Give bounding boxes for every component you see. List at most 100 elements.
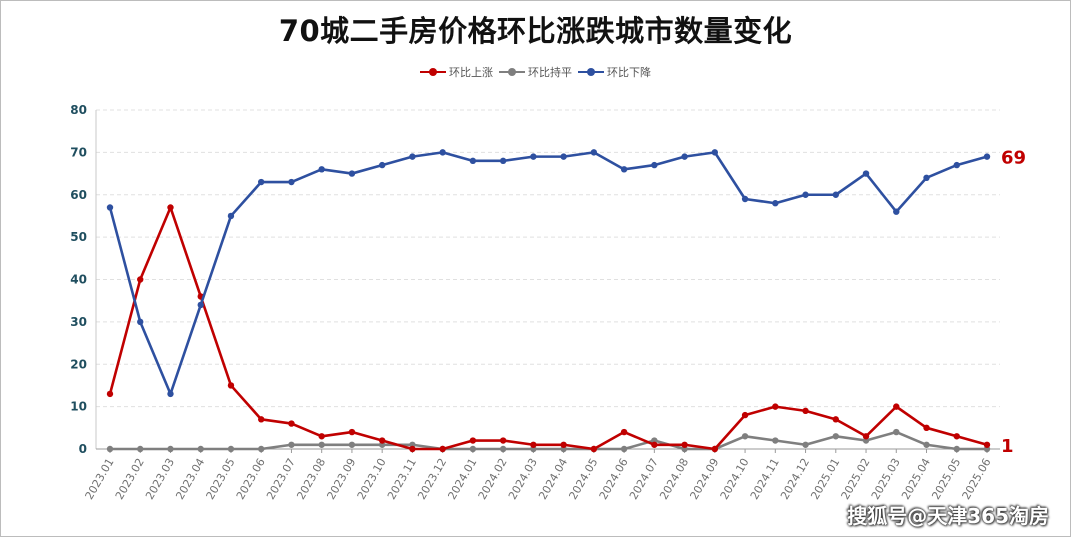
data-point	[137, 318, 144, 326]
data-point	[862, 433, 870, 440]
chart-legend: 环比上涨 环比持平 环比下降	[0, 64, 1071, 80]
data-point	[560, 153, 567, 160]
data-point	[499, 157, 507, 165]
legend-item[interactable]: 环比上涨	[420, 64, 493, 80]
data-point	[923, 174, 930, 181]
data-point	[893, 428, 900, 436]
y-tick-label: 70	[70, 145, 87, 159]
x-tick-label: 2024.06	[597, 456, 631, 502]
series-line	[110, 430, 987, 451]
x-tick-label: 2024.07	[627, 456, 661, 502]
data-point	[318, 166, 325, 173]
y-tick-label: 80	[70, 103, 87, 117]
data-point	[953, 433, 960, 440]
x-tick-label: 2023.10	[355, 456, 389, 502]
x-tick-label: 2024.05	[566, 456, 600, 502]
x-tick-label: 2025.05	[929, 456, 963, 502]
x-tick-label: 2023.02	[113, 456, 147, 502]
data-point	[711, 149, 719, 156]
y-tick-label: 50	[70, 230, 87, 244]
data-point	[802, 441, 809, 448]
data-point	[832, 416, 839, 423]
data-point	[106, 445, 114, 453]
data-point	[137, 276, 144, 283]
x-tick-label: 2024.10	[718, 456, 752, 502]
data-point	[409, 445, 416, 453]
x-tick-label: 2024.08	[657, 456, 691, 502]
data-point	[288, 441, 295, 448]
data-point	[862, 170, 870, 177]
x-tick-label: 2025.06	[960, 456, 994, 502]
data-point	[167, 445, 174, 453]
data-point	[832, 433, 839, 440]
data-point	[893, 208, 900, 215]
x-tick-label: 2024.09	[687, 456, 721, 502]
data-point	[772, 403, 779, 410]
x-tick-label: 2023.12	[415, 456, 449, 502]
x-tick-label: 2023.08	[294, 456, 328, 502]
data-point	[802, 191, 809, 198]
data-point	[620, 445, 628, 453]
data-point	[953, 161, 960, 169]
data-point	[137, 445, 144, 453]
data-point	[499, 437, 507, 444]
data-point	[651, 161, 658, 169]
x-tick-label: 2024.03	[506, 456, 540, 502]
data-point	[469, 445, 477, 453]
x-tick-label: 2023.05	[204, 456, 238, 502]
data-point	[348, 441, 356, 448]
data-point	[227, 212, 235, 220]
data-point	[681, 441, 688, 448]
legend-label: 环比下降	[607, 66, 651, 79]
legend-swatch	[420, 66, 446, 78]
x-tick-label: 2023.01	[83, 456, 117, 502]
data-point	[530, 441, 537, 448]
y-tick-label: 0	[79, 442, 87, 456]
series-line	[108, 206, 988, 451]
data-point	[681, 153, 688, 160]
data-point	[258, 445, 265, 453]
watermark: 搜狐号@天津365淘房	[847, 504, 1049, 528]
data-point	[832, 191, 839, 198]
data-point	[741, 411, 749, 419]
x-tick-label: 2023.04	[173, 456, 207, 502]
legend-item[interactable]: 环比下降	[578, 64, 651, 80]
data-point	[983, 153, 991, 160]
y-tick-label: 60	[70, 188, 87, 202]
data-point	[983, 441, 991, 448]
x-tick-label: 2024.11	[748, 456, 782, 502]
x-tick-label: 2025.01	[808, 456, 842, 502]
data-point	[167, 204, 174, 211]
legend-item[interactable]: 环比持平	[499, 64, 572, 80]
series-line	[108, 151, 988, 396]
data-point	[953, 445, 960, 453]
data-point	[772, 200, 779, 207]
data-point	[318, 441, 325, 448]
data-point	[620, 428, 628, 436]
data-point	[802, 407, 809, 415]
x-tick-label: 2025.02	[839, 456, 873, 502]
x-tick-label: 2023.07	[264, 456, 298, 502]
data-point	[106, 390, 114, 398]
x-tick-label: 2024.02	[476, 456, 510, 502]
data-point	[469, 157, 477, 165]
x-tick-label: 2023.09	[325, 456, 359, 502]
data-point	[711, 445, 719, 453]
data-point	[923, 441, 930, 448]
y-tick-label: 20	[70, 357, 87, 371]
x-tick-label: 2023.11	[385, 456, 419, 502]
data-point	[318, 433, 325, 440]
data-point	[923, 424, 930, 432]
y-tick-label: 10	[70, 400, 87, 414]
data-point	[409, 153, 416, 160]
data-point	[893, 403, 900, 410]
data-point	[620, 166, 628, 173]
data-point	[258, 416, 265, 423]
data-point	[560, 441, 567, 448]
data-point	[348, 170, 356, 177]
data-point	[197, 301, 204, 309]
legend-label: 环比上涨	[449, 66, 493, 79]
data-point	[167, 390, 174, 398]
legend-label: 环比持平	[528, 66, 572, 79]
x-tick-label: 2024.12	[778, 456, 812, 502]
